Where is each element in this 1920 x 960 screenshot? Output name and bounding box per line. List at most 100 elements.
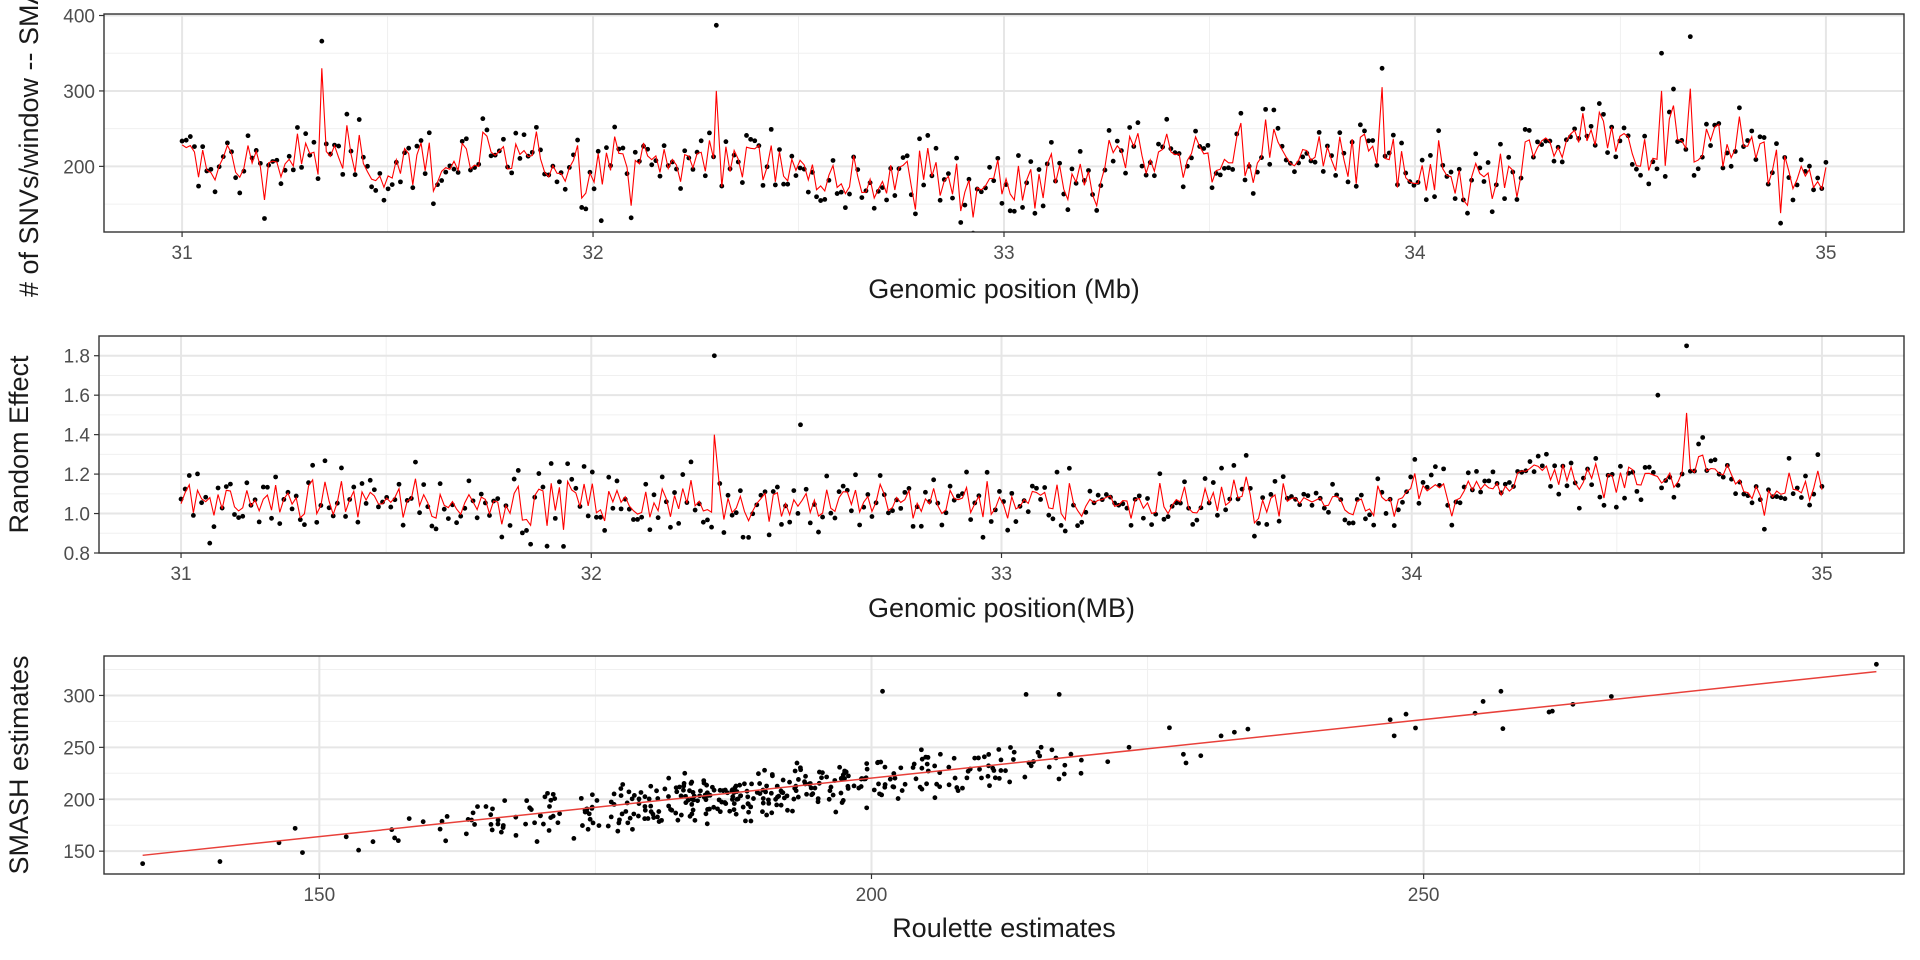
data-point — [454, 520, 459, 526]
x-tick-label: 32 — [582, 243, 603, 264]
data-point — [1749, 500, 1755, 506]
data-point — [470, 810, 476, 816]
data-point — [834, 191, 840, 196]
data-point — [1164, 116, 1170, 122]
data-point — [1500, 726, 1506, 732]
data-point — [297, 517, 303, 523]
x-axis-title: Roulette estimates — [892, 913, 1116, 943]
data-point — [1068, 751, 1074, 757]
data-point — [702, 173, 708, 179]
y-tick-label: 250 — [63, 738, 95, 759]
data-point — [746, 809, 751, 815]
data-point — [187, 134, 193, 139]
data-point — [795, 794, 801, 800]
data-point — [1621, 125, 1627, 131]
data-point — [793, 173, 799, 178]
data-point — [705, 517, 710, 523]
data-point — [1087, 488, 1093, 494]
data-point — [955, 788, 961, 794]
data-point — [629, 796, 635, 802]
data-point — [1105, 759, 1111, 765]
data-point — [1252, 533, 1257, 539]
data-point — [472, 822, 477, 827]
data-point — [740, 804, 746, 810]
data-point — [645, 816, 651, 821]
data-point — [1036, 167, 1042, 172]
data-point — [605, 823, 611, 829]
data-point — [217, 859, 223, 864]
data-point — [441, 506, 447, 512]
data-point — [1474, 469, 1479, 474]
data-point — [1062, 762, 1068, 768]
data-point — [269, 515, 274, 521]
data-point — [615, 828, 621, 834]
data-point — [655, 814, 660, 820]
data-point — [1037, 753, 1043, 759]
data-point — [1708, 458, 1714, 464]
data-point — [1028, 159, 1034, 165]
data-point — [636, 813, 641, 819]
data-point — [1423, 197, 1429, 203]
data-point — [998, 768, 1004, 773]
data-point — [827, 788, 833, 794]
data-point — [1057, 160, 1063, 166]
data-point — [781, 181, 786, 187]
data-point — [1008, 745, 1013, 750]
data-point — [673, 810, 679, 816]
data-point — [1456, 166, 1462, 172]
data-point — [1226, 165, 1231, 171]
data-point — [980, 534, 986, 540]
data-point — [1046, 764, 1052, 770]
data-point — [507, 523, 513, 528]
data-point — [499, 534, 505, 540]
data-point — [1048, 139, 1054, 145]
data-point — [630, 826, 635, 832]
data-point — [723, 139, 729, 145]
data-point — [846, 773, 851, 779]
data-point — [808, 785, 814, 791]
data-point — [1629, 162, 1635, 167]
data-point — [924, 781, 929, 787]
data-point — [1123, 170, 1128, 176]
data-point — [1482, 478, 1488, 484]
data-point — [682, 770, 688, 776]
data-point — [561, 543, 566, 549]
data-point — [1576, 505, 1582, 511]
data-point — [649, 162, 655, 168]
data-point — [632, 149, 638, 155]
data-point — [659, 817, 664, 823]
data-point — [343, 514, 348, 519]
data-point — [300, 850, 305, 855]
data-point — [200, 144, 206, 150]
data-point — [774, 484, 780, 490]
data-point — [192, 144, 197, 150]
data-point — [1761, 135, 1767, 140]
data-point — [1050, 516, 1056, 522]
data-point — [717, 787, 723, 793]
data-point — [642, 804, 648, 809]
data-point — [1020, 205, 1025, 210]
data-point — [744, 133, 749, 138]
data-point — [625, 820, 631, 826]
data-point — [140, 861, 146, 867]
data-point — [186, 473, 192, 478]
data-point — [532, 820, 537, 826]
data-point — [672, 490, 677, 495]
data-point — [265, 484, 270, 490]
data-point — [984, 469, 990, 475]
data-point — [1305, 493, 1311, 499]
data-point — [864, 761, 870, 766]
data-point — [488, 821, 494, 827]
data-point — [1301, 491, 1307, 497]
data-point — [190, 513, 196, 518]
data-point — [682, 148, 688, 154]
data-point — [964, 469, 969, 475]
data-point — [666, 794, 671, 799]
data-point — [528, 541, 534, 547]
y-axis-title: # of SNVs/window -- SMASH — [14, 0, 44, 297]
grid — [99, 336, 1904, 554]
data-point — [1654, 166, 1660, 172]
data-point — [680, 472, 686, 477]
data-point — [695, 798, 700, 804]
chart-panel-roulette-vs-smash: 150 200 250 150 200 250 300 Roulette estimates S… — [4, 655, 1905, 943]
